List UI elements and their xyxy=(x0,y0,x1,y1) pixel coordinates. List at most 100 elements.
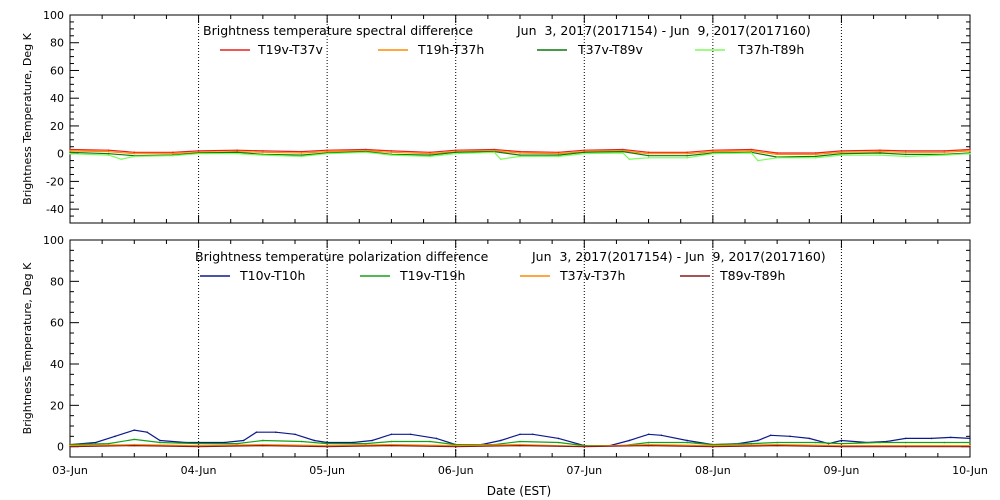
data-point xyxy=(583,149,586,151)
data-point xyxy=(146,431,148,434)
y-tick-label: 20 xyxy=(50,399,64,412)
x-tick-label: 06-Jun xyxy=(438,464,474,477)
data-point xyxy=(622,150,624,153)
legend-label: T19h-T37h xyxy=(417,42,484,57)
data-point xyxy=(712,150,714,153)
data-point xyxy=(904,441,907,444)
data-point xyxy=(519,152,521,154)
data-point xyxy=(429,154,431,156)
data-point xyxy=(686,154,688,157)
y-tick-label: 80 xyxy=(50,275,64,288)
legend-label: T37v-T89v xyxy=(577,42,644,57)
data-point xyxy=(493,151,496,154)
data-point xyxy=(628,158,631,161)
data-point xyxy=(390,440,393,443)
data-point xyxy=(429,151,431,154)
data-point xyxy=(904,151,907,154)
date-range: Jun 3, 2017(2017154) - Jun 9, 2017(20171… xyxy=(516,23,811,38)
data-point xyxy=(840,442,843,445)
data-point xyxy=(519,433,521,436)
data-point xyxy=(750,442,753,445)
data-point xyxy=(300,154,303,156)
data-point xyxy=(429,440,431,443)
data-point xyxy=(943,154,946,156)
data-point xyxy=(750,150,753,152)
data-point xyxy=(262,444,264,447)
data-point xyxy=(197,150,200,152)
data-point xyxy=(757,159,759,162)
data-point xyxy=(840,151,843,154)
data-point xyxy=(94,441,97,444)
data-point xyxy=(808,437,811,440)
y-tick-label: -40 xyxy=(46,203,64,216)
data-point xyxy=(686,152,688,155)
data-point xyxy=(814,155,817,158)
data-point xyxy=(776,153,778,156)
data-point xyxy=(69,151,71,154)
polarization-difference-panel: 0 20 40 60 80 100 Brightness Temperature, Deg … xyxy=(21,234,971,458)
data-point xyxy=(435,437,438,440)
legend-label: T89v-T89h xyxy=(719,268,785,283)
data-point xyxy=(390,444,393,447)
data-point xyxy=(326,149,328,151)
data-point xyxy=(313,439,316,442)
data-point xyxy=(236,149,238,151)
data-point xyxy=(686,439,688,442)
data-point xyxy=(69,445,71,448)
data-point xyxy=(647,152,650,155)
data-point xyxy=(493,148,496,151)
data-point xyxy=(776,157,778,159)
y-tick-label: 20 xyxy=(50,120,64,133)
spectral-difference-panel: -40 -20 0 20 40 60 80 100 Brightness Temperature… xyxy=(21,9,971,224)
data-point xyxy=(904,150,907,152)
data-point xyxy=(904,153,907,156)
data-point xyxy=(532,433,534,436)
data-point xyxy=(390,150,393,152)
data-point xyxy=(107,149,110,151)
data-point xyxy=(429,152,431,155)
x-tick-label: 07-Jun xyxy=(566,464,602,477)
date-range: Jun 3, 2017(2017154) - Jun 9, 2017(20171… xyxy=(531,249,826,264)
data-point xyxy=(557,154,560,156)
data-point xyxy=(172,152,174,155)
data-point xyxy=(326,150,328,153)
data-point xyxy=(326,442,328,445)
data-point xyxy=(223,441,226,444)
data-point xyxy=(943,441,946,444)
data-point xyxy=(930,437,933,440)
data-point xyxy=(969,150,971,152)
data-point xyxy=(454,445,457,448)
data-point xyxy=(519,155,521,158)
data-point xyxy=(262,154,264,156)
data-point xyxy=(499,158,502,161)
data-point xyxy=(390,433,393,436)
data-point xyxy=(904,437,907,440)
data-point xyxy=(352,441,354,444)
x-tick-label: 08-Jun xyxy=(695,464,731,477)
x-tick-label: 04-Jun xyxy=(181,464,217,477)
data-point xyxy=(172,154,174,157)
legend-label: T10v-T10h xyxy=(239,268,305,283)
data-point xyxy=(242,439,245,442)
data-point xyxy=(647,151,650,154)
data-point xyxy=(197,442,200,445)
data-point xyxy=(197,445,200,448)
data-point xyxy=(236,152,238,155)
data-point xyxy=(622,152,624,154)
data-point xyxy=(133,152,136,155)
data-point xyxy=(133,444,136,447)
data-point xyxy=(262,439,264,442)
data-point xyxy=(583,151,586,154)
data-point xyxy=(519,444,521,447)
data-point xyxy=(364,151,367,154)
data-point xyxy=(969,445,971,448)
y-axis-label: Brightness Temperature, Deg K xyxy=(21,262,34,434)
data-point xyxy=(300,440,303,443)
data-point xyxy=(712,149,714,151)
data-point xyxy=(69,148,71,151)
data-point xyxy=(326,445,328,448)
data-point xyxy=(949,436,952,439)
x-tick-label: 03-Jun xyxy=(52,464,88,477)
data-point xyxy=(622,148,624,151)
data-point xyxy=(133,151,136,154)
